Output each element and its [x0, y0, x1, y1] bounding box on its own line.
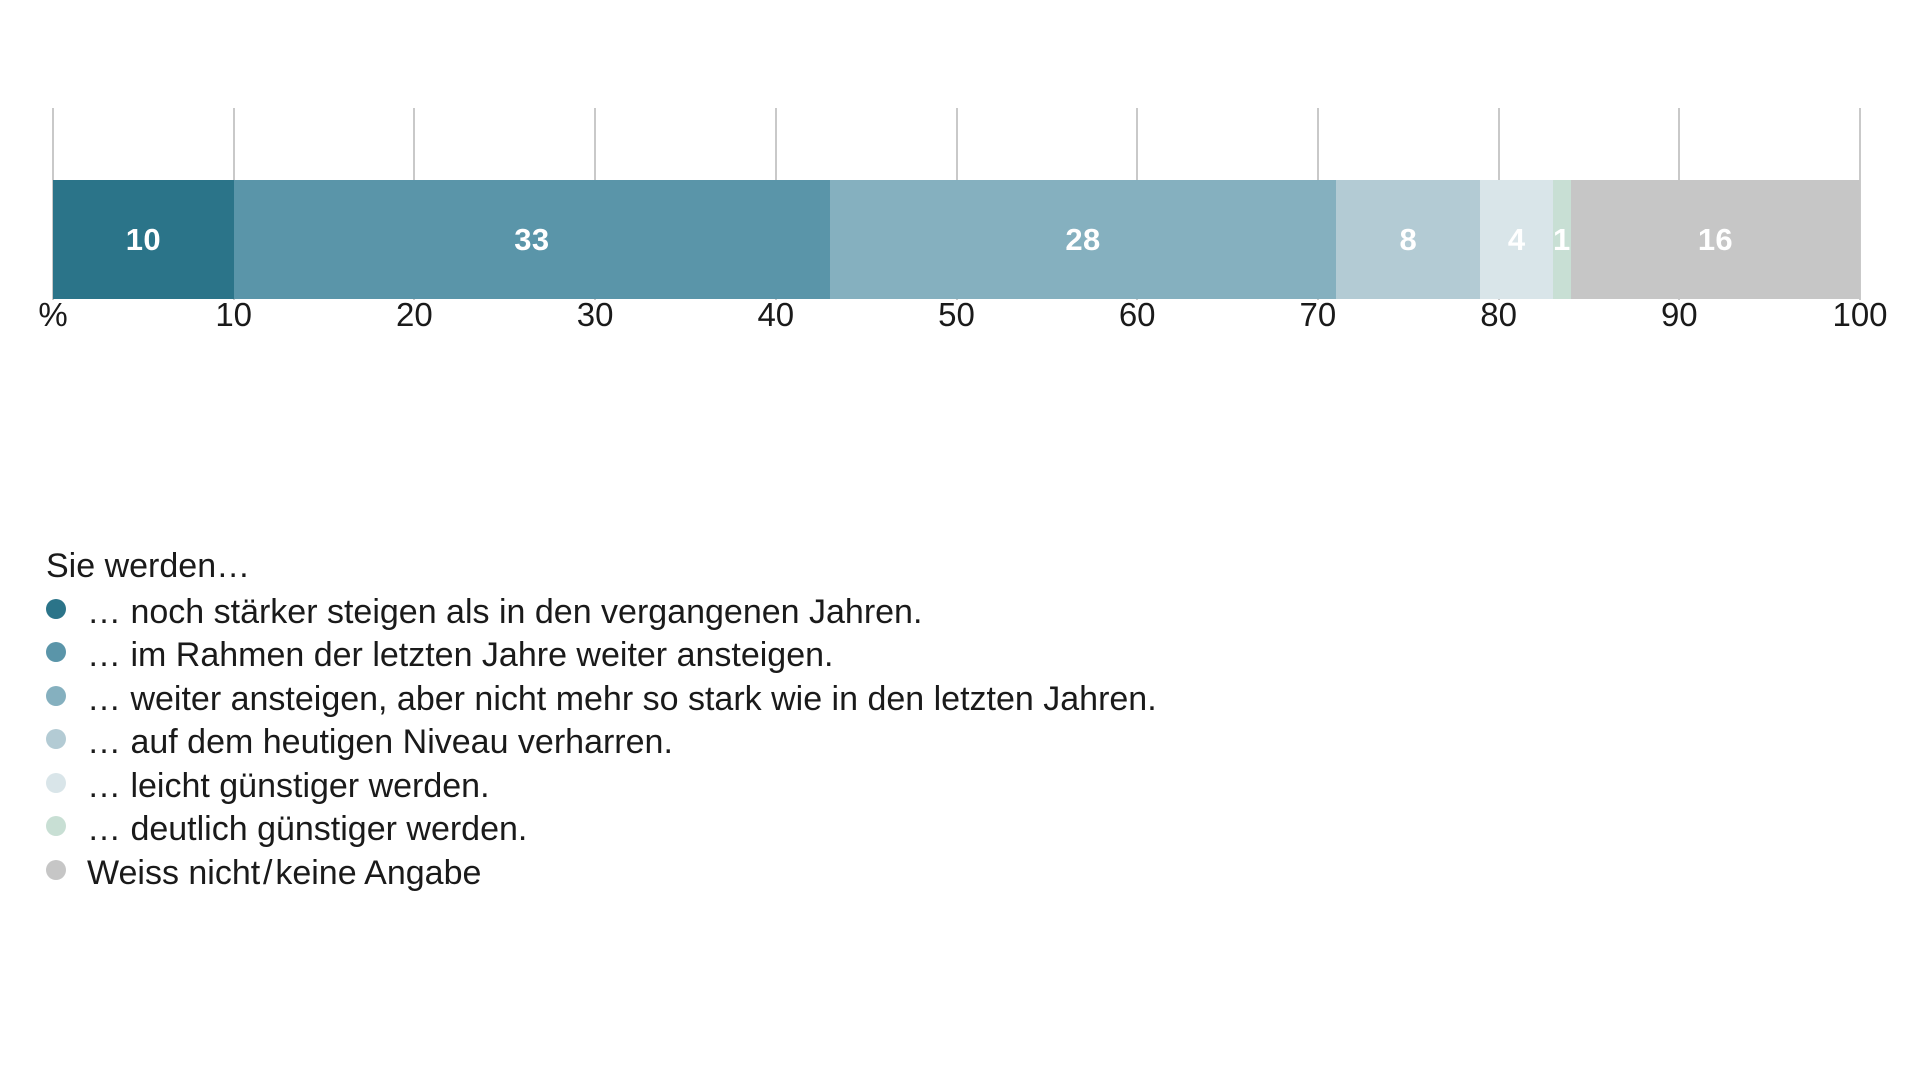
legend-item-label: … noch stärker steigen als in den vergan… — [87, 592, 923, 631]
legend-swatch-icon — [46, 859, 66, 880]
stacked-bar-chart: 10 33 28 8 4 1 16 % 10 20 30 40 50 60 70 80 90 100 — [0, 0, 1920, 430]
bar-segment-7[interactable]: 16 — [1570, 180, 1860, 299]
legend-item-label: … im Rahmen der letzten Jahre weiter ans… — [87, 636, 834, 675]
legend-item-label: … weiter ansteigen, aber nicht mehr so s… — [87, 679, 1157, 718]
x-tick-label-70: 70 — [1299, 296, 1337, 333]
bar-segment-value: 8 — [1399, 222, 1417, 257]
gridline-100 — [1859, 108, 1861, 300]
x-tick-label-60: 60 — [1118, 296, 1156, 333]
x-axis-tick-labels: % 10 20 30 40 50 60 70 80 90 100 — [0, 298, 1920, 368]
x-tick-label-80: 80 — [1480, 296, 1517, 333]
legend-item-5[interactable]: … leicht günstiger werden. — [46, 765, 1546, 809]
bar-segment-value: 28 — [1065, 222, 1101, 257]
bar-segment-value: 4 — [1507, 222, 1526, 257]
bar-segment-value: 16 — [1697, 222, 1733, 257]
legend-item-label: … auf dem heutigen Niveau verharren. — [87, 723, 673, 762]
x-tick-label-40: 40 — [757, 296, 795, 333]
legend: Sie werden… … noch stärker steigen als i… — [46, 545, 1546, 895]
legend-title: Sie werden… — [46, 547, 251, 585]
legend-item-6[interactable]: … deutlich günstiger werden. — [46, 808, 1546, 852]
legend-item-label: Weiss nicht / keine Angabe — [87, 853, 482, 892]
legend-item-label: … leicht günstiger werden. — [87, 766, 490, 805]
bar-segment-1[interactable]: 10 — [53, 180, 234, 299]
x-tick-label-10: 10 — [215, 296, 253, 333]
stacked-bar: 10 33 28 8 4 1 16 — [53, 180, 1860, 299]
bar-segment-5[interactable]: 4 — [1480, 180, 1553, 299]
bar-segment-value: 10 — [125, 222, 161, 257]
legend-item-label: … deutlich günstiger werden. — [87, 810, 528, 849]
x-tick-label-100: 100 — [1832, 296, 1888, 333]
x-tick-label-50: 50 — [938, 296, 975, 333]
legend-item-3[interactable]: … weiter ansteigen, aber nicht mehr so s… — [46, 678, 1546, 722]
legend-swatch-icon — [46, 685, 66, 706]
legend-item-1[interactable]: … noch stärker steigen als in den vergan… — [46, 591, 1546, 635]
x-tick-label-20: 20 — [396, 296, 433, 333]
legend-swatch-icon — [46, 729, 66, 750]
x-tick-label-90: 90 — [1660, 296, 1698, 333]
legend-swatch-icon — [46, 816, 66, 837]
bar-segment-6[interactable]: 1 — [1552, 180, 1571, 299]
legend-swatch-icon — [46, 642, 66, 663]
legend-item-4[interactable]: … auf dem heutigen Niveau verharren. — [46, 721, 1546, 765]
legend-swatch-icon — [46, 772, 66, 793]
bar-segment-3[interactable]: 28 — [829, 180, 1336, 299]
bar-segment-4[interactable]: 8 — [1335, 180, 1481, 299]
bar-segment-2[interactable]: 33 — [233, 180, 830, 299]
x-tick-label-30: 30 — [576, 296, 614, 333]
bar-segment-value: 33 — [514, 222, 550, 257]
legend-item-list: … noch stärker steigen als in den vergan… — [46, 591, 1546, 896]
bar-segment-value: 1 — [1553, 222, 1571, 257]
legend-item-7[interactable]: Weiss nicht / keine Angabe — [46, 852, 1546, 896]
legend-swatch-icon — [46, 598, 66, 619]
axis-unit-label: % — [38, 296, 68, 333]
legend-item-2[interactable]: … im Rahmen der letzten Jahre weiter ans… — [46, 634, 1546, 678]
